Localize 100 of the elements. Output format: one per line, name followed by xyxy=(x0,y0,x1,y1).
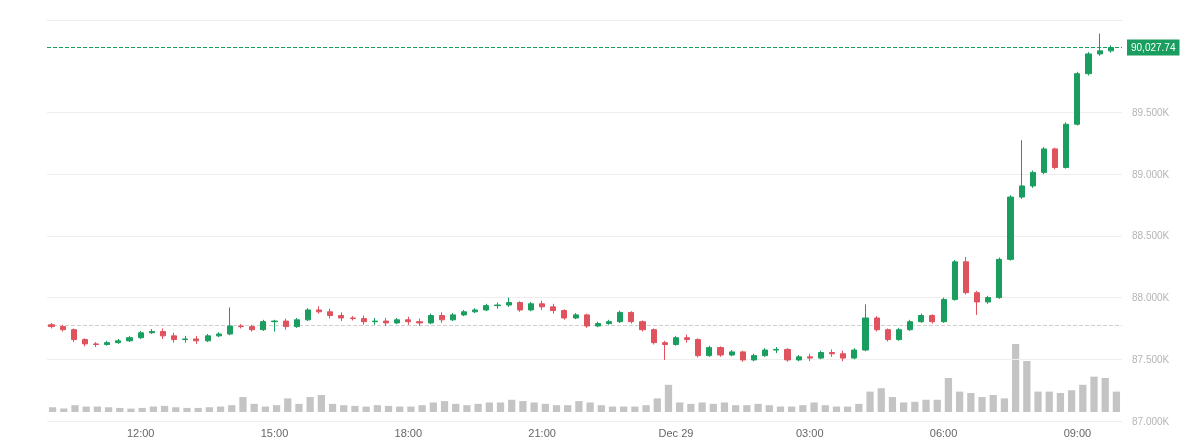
candlestick xyxy=(383,317,389,327)
bar xyxy=(541,403,549,412)
candlestick xyxy=(717,345,724,358)
x-tick-label: 21:00 xyxy=(528,426,556,439)
bar xyxy=(552,405,561,412)
candlestick xyxy=(985,295,991,305)
candlestick xyxy=(1052,147,1058,170)
bar xyxy=(485,402,493,412)
candlestick xyxy=(1019,139,1025,200)
bar xyxy=(810,402,818,412)
candlestick xyxy=(93,341,99,348)
candlestick xyxy=(651,327,657,345)
candlestick xyxy=(941,297,947,324)
candlestick xyxy=(1085,51,1092,77)
bar xyxy=(1067,390,1076,412)
bar xyxy=(955,391,964,412)
candlestick xyxy=(851,347,857,360)
candlestick xyxy=(350,315,356,321)
candlestick xyxy=(807,353,813,362)
candlestick xyxy=(584,313,590,329)
bar xyxy=(664,384,673,412)
candlestick xyxy=(305,307,311,322)
bar xyxy=(496,402,505,412)
bar xyxy=(911,401,919,412)
candlestick xyxy=(818,350,824,360)
bar xyxy=(967,392,975,412)
candlestick xyxy=(996,257,1002,300)
candlestick xyxy=(573,312,579,320)
bar xyxy=(922,399,930,412)
candlestick xyxy=(829,348,835,358)
bar xyxy=(1090,376,1098,412)
candlestick xyxy=(294,317,300,329)
candlestick xyxy=(684,334,690,344)
bar xyxy=(653,398,661,412)
candlestick xyxy=(662,340,668,361)
candlestick xyxy=(1030,170,1036,189)
candlestick xyxy=(740,350,746,363)
candlestick xyxy=(394,317,400,325)
candlestick xyxy=(706,345,712,358)
bar xyxy=(1000,398,1009,412)
candlestick xyxy=(840,350,846,362)
bar xyxy=(440,401,449,412)
bar xyxy=(765,405,773,412)
bar xyxy=(172,407,180,412)
candlestick xyxy=(439,311,445,324)
bar xyxy=(989,395,997,412)
candlestick xyxy=(327,308,333,320)
candlestick xyxy=(695,337,701,358)
bar xyxy=(429,402,437,412)
y-tick-label: 88.500K xyxy=(1132,230,1170,242)
x-tick-label: 03:00 xyxy=(795,426,824,439)
candlestick xyxy=(617,310,623,324)
candlestick xyxy=(963,256,969,296)
candlestick xyxy=(784,347,791,363)
bar xyxy=(799,405,807,412)
bar xyxy=(855,403,863,412)
candlestick xyxy=(193,335,199,345)
bar xyxy=(1023,361,1031,412)
bar xyxy=(48,407,57,412)
bar xyxy=(743,405,751,412)
bar xyxy=(709,403,717,412)
bar xyxy=(418,405,426,412)
bar xyxy=(698,402,706,412)
bar xyxy=(687,403,695,412)
candlestick xyxy=(361,315,367,326)
bar xyxy=(205,407,214,412)
candlestick xyxy=(416,318,423,327)
candlestick xyxy=(628,310,634,325)
bar xyxy=(732,405,740,412)
candlestick xyxy=(60,324,66,333)
candlestick xyxy=(1007,194,1014,262)
candlestick xyxy=(71,327,77,343)
bar xyxy=(407,406,415,412)
candlestick xyxy=(104,340,110,347)
bar xyxy=(373,405,381,412)
bar xyxy=(160,405,169,412)
candlestick xyxy=(82,337,88,347)
bar xyxy=(1056,392,1065,412)
bar xyxy=(1112,391,1121,412)
candlestick xyxy=(249,324,255,333)
candlestick xyxy=(149,328,155,335)
candlestick xyxy=(539,300,545,311)
y-tick-label: 87.000K xyxy=(1132,415,1170,427)
candlestick xyxy=(595,321,601,328)
candlestick xyxy=(606,319,612,326)
bar xyxy=(575,401,583,412)
bar xyxy=(597,405,605,412)
candlestick xyxy=(506,297,512,308)
bar xyxy=(866,391,874,412)
candlestick xyxy=(216,331,222,338)
x-tick-label: Dec 29 xyxy=(658,426,694,439)
bar xyxy=(104,407,113,412)
bar xyxy=(900,402,908,412)
bar xyxy=(676,402,684,412)
candlestick xyxy=(428,313,434,325)
candlestick xyxy=(316,305,322,315)
x-tick-label: 15:00 xyxy=(260,426,289,439)
bar xyxy=(586,402,594,412)
candlestick xyxy=(796,354,802,362)
x-tick-label: 06:00 xyxy=(929,426,958,439)
